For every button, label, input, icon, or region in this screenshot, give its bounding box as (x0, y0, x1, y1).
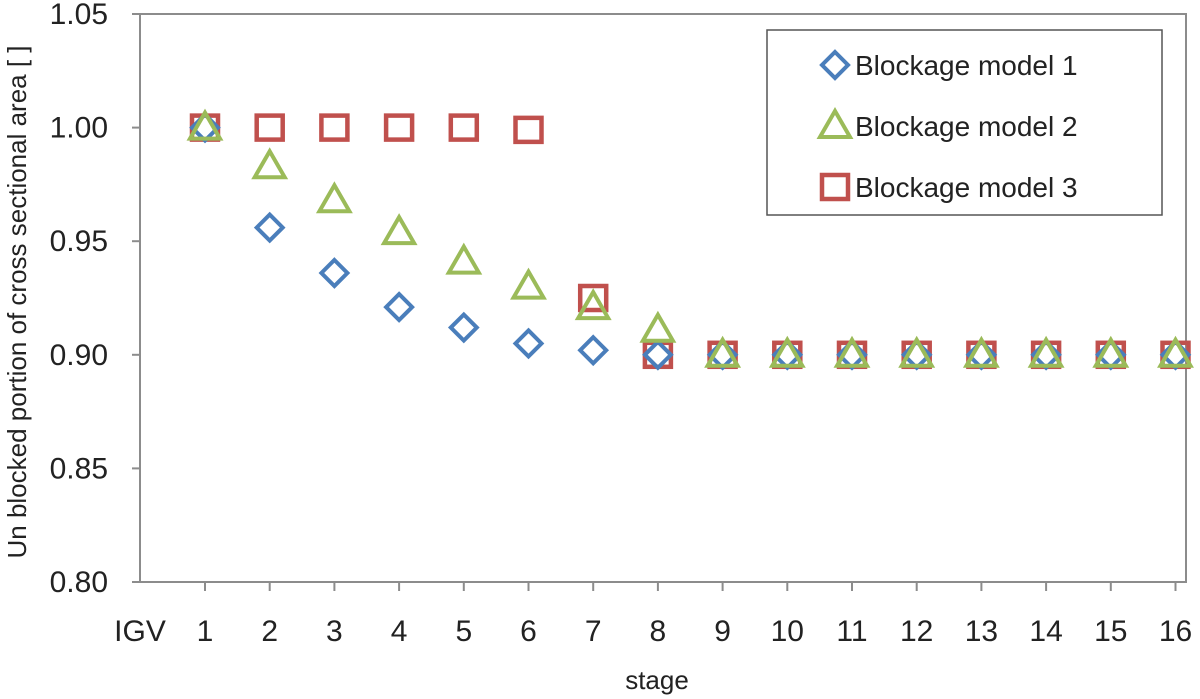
x-tick-label: 7 (585, 615, 602, 648)
data-point (833, 335, 871, 368)
data-point (445, 242, 483, 275)
data-point (639, 310, 677, 343)
y-axis: 0.80 0.85 0.90 0.95 1.00 1.05 (50, 0, 140, 599)
data-point (383, 291, 415, 323)
data-point (574, 288, 612, 321)
legend-label: Blockage model 2 (855, 111, 1078, 142)
x-tick-label: 3 (326, 615, 343, 648)
data-point (380, 213, 418, 246)
data-point (251, 147, 289, 180)
legend-label: Blockage model 3 (855, 172, 1078, 203)
y-tick-label: 0.85 (50, 452, 108, 485)
data-point (577, 283, 609, 313)
y-axis-title: Un blocked portion of cross sectional ar… (2, 45, 32, 558)
plot-area (139, 13, 1187, 583)
x-tick-label: 15 (1094, 615, 1127, 648)
data-point (768, 335, 806, 368)
x-tick-label: IGV (114, 615, 166, 648)
data-point (512, 327, 545, 360)
data-point (1092, 335, 1130, 368)
y-tick-label: 1.00 (50, 112, 108, 145)
x-tick-label: 14 (1029, 615, 1062, 648)
data-point (319, 113, 350, 142)
data-point (318, 257, 351, 289)
x-tick-label: 5 (455, 615, 472, 648)
data-point (383, 113, 415, 142)
data-point (510, 267, 547, 300)
x-tick-label: 12 (900, 615, 933, 648)
x-tick-label: 9 (714, 615, 731, 648)
x-tick-label: 2 (261, 615, 278, 648)
y-tick-label: 0.95 (50, 225, 108, 258)
data-point (898, 335, 936, 368)
data-point (642, 338, 674, 371)
data-point (253, 211, 286, 244)
legend-marker (819, 172, 851, 202)
legend: Blockage model 1 Blockage model 2 Blockage… (766, 29, 1163, 216)
data-point (1157, 335, 1194, 368)
legend-marker (816, 106, 854, 139)
x-tick-label: 4 (391, 615, 408, 648)
x-tick-label: 8 (650, 615, 667, 648)
y-tick-label: 0.90 (50, 339, 108, 372)
data-point (513, 115, 544, 145)
data-point (962, 335, 1000, 368)
x-tick-label: 1 (197, 615, 214, 648)
x-tick-label: 11 (836, 615, 867, 648)
legend-label: Blockage model 1 (855, 50, 1078, 81)
data-point (577, 334, 610, 367)
y-tick-label: 1.05 (50, 0, 108, 31)
x-axis-title: stage (625, 665, 689, 695)
x-tick-label: 13 (965, 615, 998, 648)
data-point (315, 181, 353, 214)
data-point (704, 335, 742, 368)
data-point (1027, 335, 1065, 368)
data-point (254, 113, 285, 142)
legend-marker (819, 49, 851, 81)
series-layer (186, 108, 1194, 371)
x-tick-label: 16 (1159, 615, 1192, 648)
x-axis: IGV 1 2 3 4 5 6 7 8 9 10 11 12 13 14 15 16 (114, 582, 1192, 648)
legend-box (766, 29, 1163, 216)
data-point (186, 108, 224, 141)
y-tick-label: 0.80 (50, 566, 108, 599)
data-point (447, 311, 480, 344)
data-point (642, 340, 674, 370)
data-point (448, 113, 480, 142)
x-tick-label: 10 (771, 615, 804, 648)
x-tick-label: 6 (520, 615, 537, 648)
series-2 (186, 108, 1194, 368)
